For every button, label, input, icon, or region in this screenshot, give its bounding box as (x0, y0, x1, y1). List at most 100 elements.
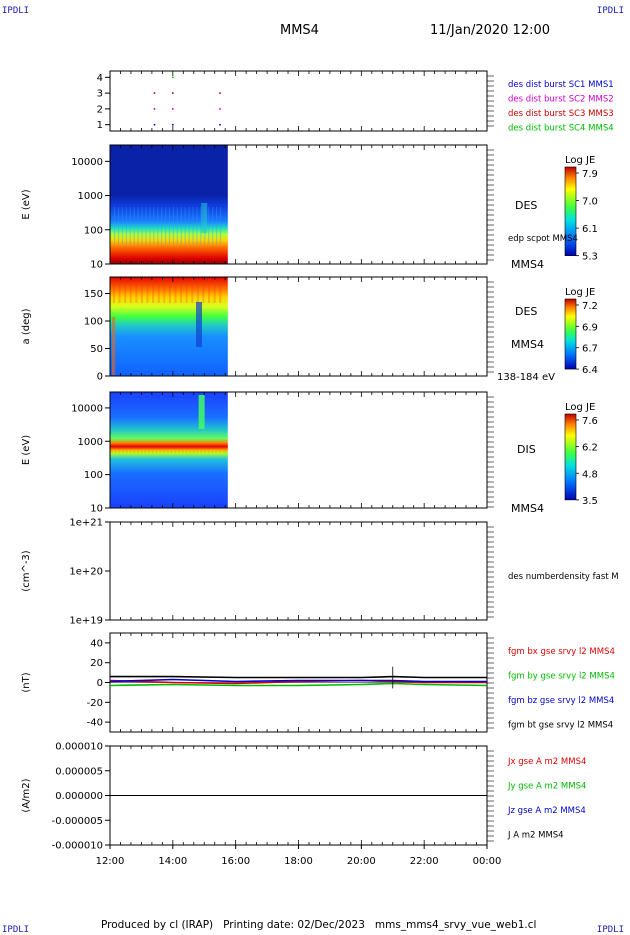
spectrogram-texture (191, 450, 193, 454)
colorbar-tick-label: 7.9 (582, 169, 598, 180)
spectrogram-feature (196, 302, 203, 347)
burst-marker (153, 108, 156, 110)
y-tick-label: 1e+21 (69, 518, 103, 529)
y-tick-label: -0.000005 (52, 816, 103, 827)
spectrogram-texture (196, 279, 199, 303)
series-line (109, 682, 488, 687)
spectrogram-texture (140, 279, 143, 303)
y-tick-label: 10000 (71, 157, 103, 168)
spectrogram-texture (168, 450, 171, 454)
spectrogram-texture (196, 207, 198, 245)
colorbar-tick-label: 6.9 (582, 322, 598, 333)
spectrogram-texture (157, 207, 159, 245)
burst-marker (153, 123, 156, 126)
colorbar-tick-label: 5.3 (582, 252, 598, 263)
panel-label-mms4: MMS4 (511, 338, 544, 351)
spectrogram-texture (221, 450, 223, 454)
burst-marker (172, 108, 174, 110)
spectrogram-fill (110, 277, 228, 376)
panel-label-mms4: MMS4 (511, 502, 544, 515)
spectrogram-texture (180, 207, 182, 245)
spectrogram-texture (163, 279, 166, 303)
spectrogram-texture (213, 450, 216, 454)
spectrogram-texture (194, 450, 197, 454)
spectrogram-texture (137, 207, 139, 245)
spectrogram-texture (133, 207, 135, 245)
datetime-title: 11/Jan/2020 12:00 (430, 23, 551, 38)
spectrogram-texture (212, 207, 214, 245)
spectrogram-texture (141, 207, 143, 245)
spectrogram-texture (215, 207, 218, 245)
spectrogram-texture (208, 207, 210, 245)
spectrogram-texture (113, 450, 115, 454)
burst-marker (219, 108, 221, 110)
spectrogram-texture (180, 279, 183, 303)
y-axis-label: E (eV) (21, 435, 32, 465)
x-tick-label: 12:00 (96, 856, 125, 867)
colorbar-title: Log JE (565, 402, 595, 413)
colorbar-title: Log JE (565, 155, 595, 166)
spectrogram-texture (117, 207, 120, 245)
spectrogram-texture (150, 450, 152, 454)
colorbar-tick-label: 4.8 (582, 469, 598, 480)
spectrogram-texture (206, 450, 208, 454)
spectrogram-texture (188, 207, 190, 245)
spectrogram-texture (135, 279, 138, 303)
corner-tag-bottom-right: IPDLI (596, 925, 624, 935)
y-tick-label: 1e+19 (69, 616, 103, 627)
spectrogram-texture (153, 450, 156, 454)
spectrogram-feature (201, 203, 208, 233)
legend-entry: des dist burst SC4 MMS4 (508, 124, 614, 134)
spectrogram-texture (135, 450, 137, 454)
spectrogram-texture (129, 279, 132, 303)
x-tick-label: 18:00 (284, 856, 313, 867)
legend-entry: des dist burst SC2 MMS2 (508, 95, 614, 105)
colorbar-tick-label: 6.1 (582, 224, 598, 235)
y-tick-label: 1000 (78, 437, 103, 448)
panel-label-dis: DIS (517, 443, 536, 456)
spectrogram-texture (219, 207, 222, 245)
burst-marker (172, 123, 174, 126)
y-tick-label: 20 (90, 658, 103, 669)
burst-marker (219, 123, 221, 126)
spectrogram-texture (124, 450, 126, 454)
x-tick-label: 20:00 (347, 856, 376, 867)
spectrogram-texture (180, 450, 182, 454)
panel-label-mms4: MMS4 (511, 258, 544, 271)
colorbar-tick-label: 6.7 (582, 344, 598, 355)
spectrogram-texture (114, 207, 116, 245)
y-tick-label: 100 (84, 317, 103, 328)
burst-marker (172, 92, 174, 94)
series-line (110, 675, 487, 679)
y-axis-label: (nT) (21, 672, 32, 692)
y-tick-label: 3 (97, 89, 103, 100)
y-tick-label: 0.000000 (55, 791, 103, 802)
x-tick-label: 14:00 (158, 856, 187, 867)
corner-tag-bottom-left: IPDLI (2, 925, 30, 935)
y-tick-label: -0.000010 (52, 841, 103, 852)
colorbar-tick-label: 6.2 (582, 443, 598, 454)
y-axis-label: E (eV) (21, 189, 32, 219)
spectrogram-feature (198, 395, 205, 429)
spectrogram-texture (168, 207, 171, 245)
spectrogram-texture (176, 450, 178, 454)
spectrogram-texture (127, 450, 130, 454)
series-line (109, 678, 487, 683)
spectrogram-texture (172, 450, 175, 454)
panel-label-scpot: edp scpot MMS4 (508, 234, 578, 244)
spectrogram-texture (131, 450, 134, 454)
panel-frame-4 (109, 521, 488, 621)
spectrogram-texture (168, 279, 171, 303)
spectrogram-texture (145, 207, 147, 245)
spectrogram-texture (157, 450, 160, 454)
spectrogram-texture (149, 207, 151, 245)
legend-entry: des dist burst SC3 MMS3 (508, 109, 614, 119)
spectrogram-texture (157, 279, 160, 303)
burst-marker (219, 92, 221, 94)
y-tick-label: 40 (90, 638, 103, 649)
spectrogram-texture (165, 450, 167, 454)
panel-label-energy-range: 138-184 eV (497, 372, 555, 383)
spectrogram-texture (146, 450, 148, 454)
y-axis-label: (A/m2) (21, 778, 32, 812)
